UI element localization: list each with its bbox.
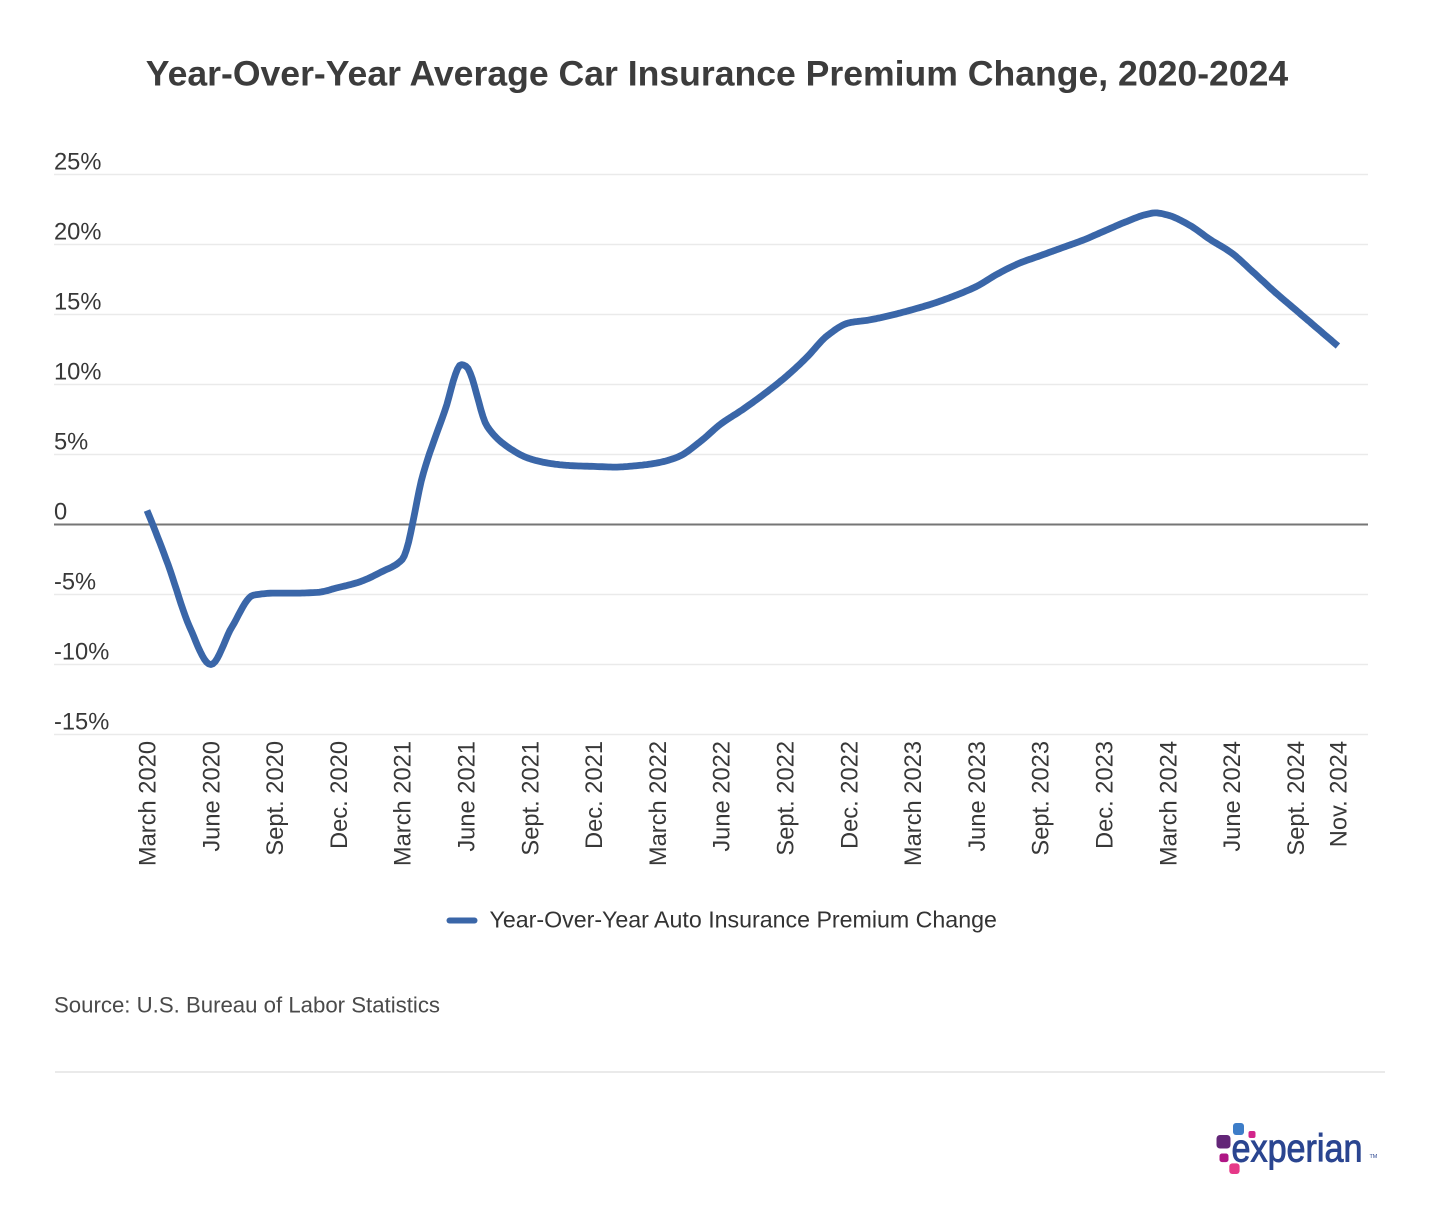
svg-text:June 2023: June 2023: [965, 741, 991, 852]
svg-text:0: 0: [54, 500, 67, 526]
svg-text:TM: TM: [1370, 1154, 1378, 1160]
svg-text:June 2024: June 2024: [1220, 741, 1246, 852]
svg-text:20%: 20%: [54, 220, 101, 246]
svg-text:June 2022: June 2022: [710, 741, 736, 852]
svg-text:March 2020: March 2020: [136, 741, 162, 866]
svg-text:Sept. 2021: Sept. 2021: [518, 741, 544, 856]
svg-text:15%: 15%: [54, 290, 101, 316]
svg-text:June 2020: June 2020: [199, 741, 225, 852]
svg-text:-10%: -10%: [54, 640, 109, 666]
svg-text:-15%: -15%: [54, 710, 109, 736]
svg-text:experian: experian: [1232, 1128, 1363, 1171]
svg-text:25%: 25%: [54, 150, 101, 176]
svg-text:Sept. 2023: Sept. 2023: [1029, 741, 1055, 856]
svg-text:March 2024: March 2024: [1156, 741, 1182, 866]
svg-text:Dec. 2020: Dec. 2020: [327, 741, 353, 849]
svg-text:Source: U.S. Bureau of Labor S: Source: U.S. Bureau of Labor Statistics: [54, 993, 440, 1018]
svg-text:Dec. 2022: Dec. 2022: [837, 741, 863, 849]
svg-text:Dec. 2021: Dec. 2021: [582, 741, 608, 849]
svg-text:Sept. 2020: Sept. 2020: [263, 741, 289, 856]
svg-text:Year-Over-Year Average Car Ins: Year-Over-Year Average Car Insurance Pre…: [146, 54, 1289, 94]
svg-text:10%: 10%: [54, 360, 101, 386]
svg-text:Sept. 2022: Sept. 2022: [774, 741, 800, 856]
svg-text:5%: 5%: [54, 430, 88, 456]
svg-text:Nov. 2024: Nov. 2024: [1326, 741, 1352, 847]
svg-text:-5%: -5%: [54, 570, 96, 596]
svg-text:March 2021: March 2021: [391, 741, 417, 866]
svg-text:Sept. 2024: Sept. 2024: [1284, 741, 1310, 856]
svg-text:March 2022: March 2022: [646, 741, 672, 866]
svg-text:Year-Over-Year Auto Insurance: Year-Over-Year Auto Insurance Premium Ch…: [490, 907, 997, 933]
svg-text:March 2023: March 2023: [901, 741, 927, 866]
svg-text:June 2021: June 2021: [455, 741, 481, 852]
svg-text:Dec. 2023: Dec. 2023: [1093, 741, 1119, 849]
